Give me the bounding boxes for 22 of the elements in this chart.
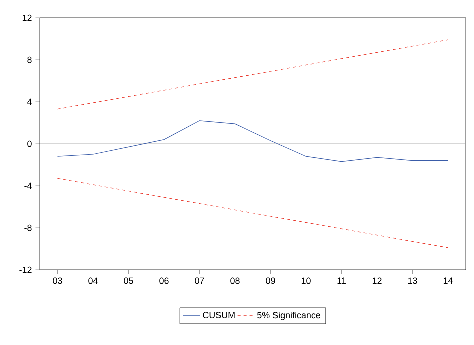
legend-label: 5% Significance	[258, 312, 321, 320]
y-tick-label: -8	[24, 224, 32, 232]
x-tick-label: 14	[444, 278, 453, 284]
x-tick-label: 10	[302, 278, 311, 284]
x-tick-label: 05	[124, 278, 134, 284]
legend-label: CUSUM	[203, 312, 235, 318]
x-tick-label: 04	[88, 278, 98, 284]
y-tick-label: 8	[28, 56, 32, 64]
x-tick-label: 08	[230, 278, 240, 284]
x-tick-label: 07	[195, 278, 204, 284]
y-tick-label: -12	[20, 266, 32, 274]
y-tick-label: -4	[24, 182, 32, 190]
y-tick-label: 0	[28, 140, 32, 148]
y-tick-label: 4	[27, 98, 32, 106]
x-tick-label: 09	[266, 278, 276, 284]
x-tick-label: 12	[372, 278, 382, 284]
x-tick-label: 13	[408, 278, 418, 284]
x-tick-label: 11	[338, 278, 346, 284]
line-series	[57, 120, 449, 162]
x-tick-label: 06	[160, 278, 169, 284]
x-tick-label: 03	[53, 278, 62, 284]
y-tick-label: 12	[22, 14, 32, 22]
